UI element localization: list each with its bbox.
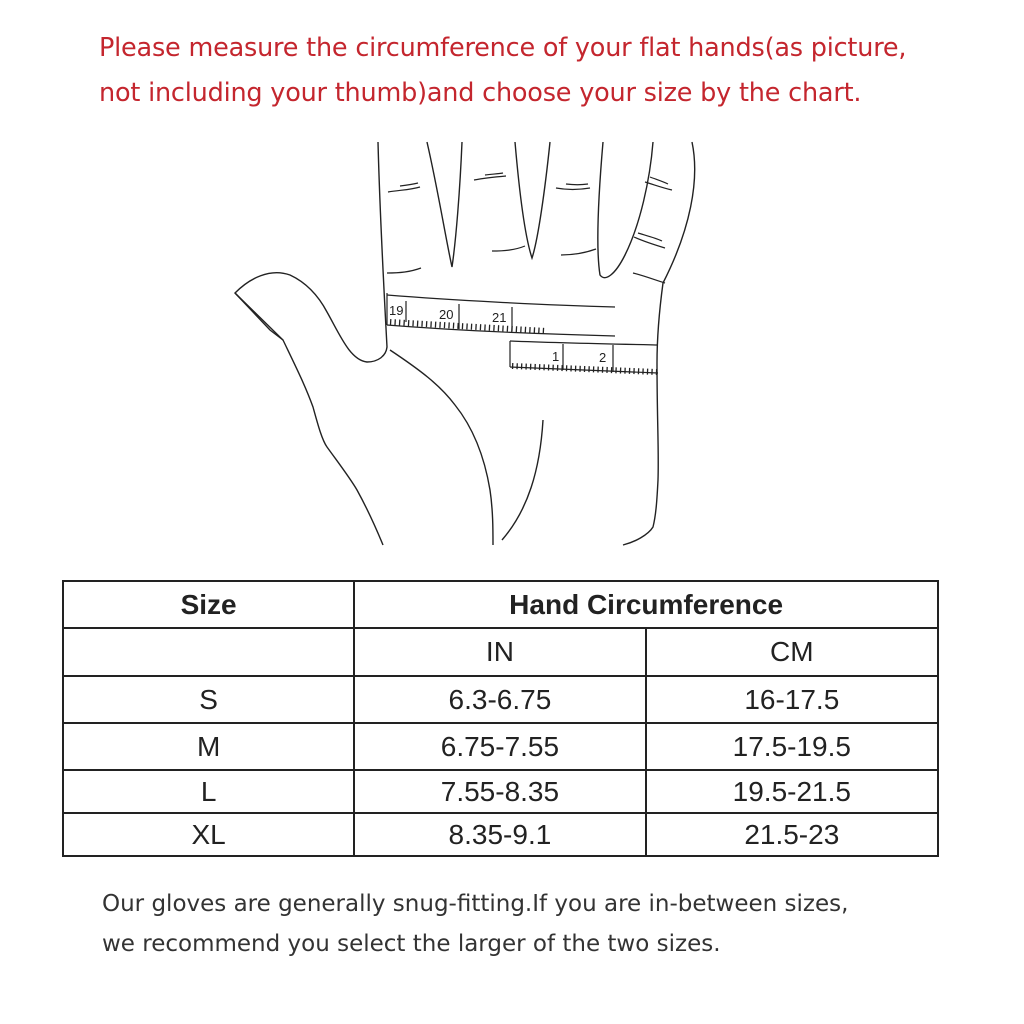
note-line-1: Our gloves are generally snug-fitting.If… [102,891,849,917]
header-size: Size [61,580,356,629]
measure-instructions: Please measure the circumference of your… [99,26,999,116]
in-cell: 6.75-7.55 [353,722,647,771]
measuring-tape-upper [386,293,616,337]
in-cell: 6.3-6.75 [353,675,647,724]
tape-label-19: 19 [389,303,403,318]
tape-label-1: 1 [552,349,559,364]
measuring-tape-lower [509,340,659,375]
table-subheader-row: IN CM [61,627,940,677]
subheader-in: IN [353,627,647,677]
note-line-2: we recommend you select the larger of th… [102,931,721,957]
cm-cell: 19.5-21.5 [644,769,940,814]
table-row: L 7.55-8.35 19.5-21.5 [61,769,940,814]
fit-note: Our gloves are generally snug-fitting.If… [102,884,848,964]
instruction-line-1: Please measure the circumference of your… [99,33,907,63]
in-cell: 7.55-8.35 [353,769,647,814]
tape-label-20: 20 [439,307,453,322]
cm-cell: 16-17.5 [644,675,940,724]
header-hand-circumference: Hand Circumference [353,580,939,629]
size-chart-table: Size Hand Circumference IN CM S 6.3-6.75… [61,580,940,857]
size-cell: S [61,675,356,724]
table-header-row: Size Hand Circumference [61,580,939,629]
finger-creases [386,172,673,284]
size-cell: M [61,722,356,771]
table-row: S 6.3-6.75 16-17.5 [61,675,940,724]
in-cell: 8.35-9.1 [353,812,647,857]
tape-label-21: 21 [492,310,506,325]
table-row: M 6.75-7.55 17.5-19.5 [61,722,940,771]
hand-outline [234,141,696,546]
subheader-cm: CM [644,627,940,677]
cm-cell: 17.5-19.5 [644,722,940,771]
size-cell: L [61,769,356,814]
table-row: XL 8.35-9.1 21.5-23 [61,812,940,857]
tape-label-2: 2 [599,350,606,365]
hand-measurement-illustration: 19 20 21 1 2 [234,141,696,546]
size-cell: XL [61,812,356,857]
instruction-line-2: not including your thumb)and choose your… [99,78,862,108]
subheader-empty [61,627,356,677]
cm-cell: 21.5-23 [644,812,940,857]
